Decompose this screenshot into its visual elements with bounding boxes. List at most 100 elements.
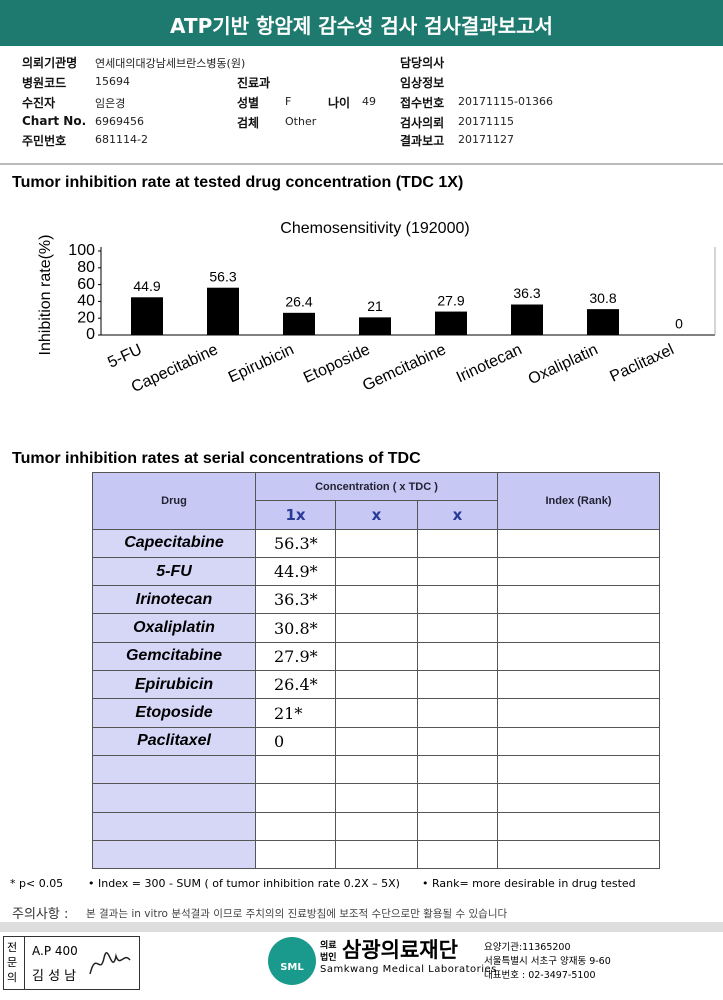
table-cell: [92, 783, 256, 813]
table-cell: [335, 783, 418, 813]
contact: 대표번호 : 02-3497-5100: [484, 970, 596, 981]
y-tick-label: 60: [77, 276, 95, 293]
header-cell: x: [417, 500, 498, 530]
table-cell: [497, 726, 660, 756]
header-cell: x: [335, 500, 418, 530]
section-title: Tumor inhibition rates at serial concent…: [12, 450, 421, 467]
table-cell: 44.9*: [255, 556, 336, 587]
y-tick-label: 80: [77, 259, 95, 276]
y-tick-label: 0: [86, 326, 95, 343]
table-cell: [497, 585, 660, 615]
chart-title: Chemosensitivity (192000): [280, 220, 469, 237]
bar: [587, 309, 619, 335]
label: 나이: [328, 96, 351, 110]
table-cell: [497, 670, 660, 700]
table-cell: 5-FU: [92, 556, 256, 587]
result-table: Drug Concentration ( x TDC ) Index (Rank…: [92, 471, 660, 870]
label: 접수번호: [400, 96, 445, 110]
signature: [89, 952, 131, 975]
table-cell: [497, 641, 660, 672]
y-tick-label: 40: [77, 293, 95, 310]
table-cell: Etoposide: [92, 698, 256, 728]
chart: Chemosensitivity (192000) Inhibition rat…: [37, 220, 716, 396]
table-cell: [335, 641, 418, 672]
value: 임은경: [95, 97, 126, 110]
note: • Index = 300 - SUM ( of tumor inhibitio…: [88, 877, 400, 890]
table-cell: [335, 670, 418, 700]
table-cell: [497, 613, 660, 643]
table-cell: Paclitaxel: [92, 726, 256, 756]
table-cell: Epirubicin: [92, 670, 256, 700]
table-cell: [255, 783, 336, 813]
header-cell: Concentration ( x TDC ): [255, 471, 498, 502]
table-cell: [497, 698, 660, 728]
table-cell: [417, 528, 498, 558]
table-row: Capecitabine 56.3*: [92, 528, 660, 558]
footer-band: [0, 922, 723, 932]
label: Chart No.: [22, 114, 87, 128]
logo: [268, 937, 316, 985]
label: 주민번호: [22, 134, 67, 148]
label: 임상정보: [400, 76, 445, 90]
label: 담당의사: [400, 56, 445, 70]
y-tick-label: 100: [68, 242, 95, 259]
table-cell: [417, 783, 498, 813]
value: F: [285, 95, 292, 108]
bar: [207, 287, 239, 335]
table-cell: Capecitabine: [92, 528, 256, 558]
value: 681114-2: [95, 133, 148, 146]
header-cell: Drug: [92, 472, 256, 530]
data-label: 44.9: [133, 278, 160, 294]
table-cell: [417, 754, 498, 785]
table-cell: [497, 556, 660, 587]
ap: A.P 400: [32, 944, 78, 958]
table-cell: [497, 839, 660, 870]
table-row: Oxaliplatin 30.8*: [92, 613, 660, 643]
table-cell: [417, 641, 498, 672]
label: 진료과: [237, 76, 271, 90]
table-cell: [335, 528, 418, 558]
data-label: 0: [675, 316, 683, 332]
header-cell: Index (Rank): [497, 472, 660, 530]
table-cell: [255, 839, 336, 870]
value: 20171115: [458, 115, 514, 128]
x-tick-label: Gemcitabine: [360, 341, 449, 394]
table-cell: [417, 839, 498, 870]
data-label: 27.9: [437, 292, 464, 308]
table-cell: [497, 783, 660, 813]
table-cell: [497, 754, 660, 785]
table-row: Paclitaxel 0: [92, 726, 660, 756]
table-cell: [497, 811, 660, 841]
note: • Rank= more desirable in drug tested: [422, 877, 636, 890]
org-prefix: 법인: [320, 953, 337, 963]
table-cell: 30.8*: [255, 613, 336, 643]
table-row: [92, 754, 660, 785]
value: 6969456: [95, 115, 144, 128]
table-cell: [92, 839, 256, 870]
org-prefix: 의료: [320, 941, 337, 951]
label: 의뢰기관명: [22, 56, 78, 70]
data-label: 36.3: [513, 285, 540, 301]
table-cell: [417, 811, 498, 841]
data-label: 21: [367, 298, 383, 314]
org-name: 삼광의료재단: [342, 938, 458, 962]
label: 성별: [237, 96, 260, 110]
table-cell: [417, 670, 498, 700]
data-label: 26.4: [285, 294, 312, 310]
table-cell: [497, 528, 660, 558]
table-cell: Gemcitabine: [92, 641, 256, 672]
value: 20171127: [458, 133, 514, 146]
table-cell: 56.3*: [255, 528, 336, 558]
table-cell: [255, 754, 336, 785]
table-cell: [335, 754, 418, 785]
table-cell: Oxaliplatin: [92, 613, 256, 643]
table-cell: 27.9*: [255, 641, 336, 672]
table-cell: 26.4*: [255, 670, 336, 700]
table-cell: [417, 698, 498, 728]
table-cell: [335, 556, 418, 587]
section-title: Tumor inhibition rate at tested drug con…: [12, 174, 464, 191]
caution-label: 주의사항 :: [12, 907, 69, 922]
table-cell: 21*: [255, 698, 336, 728]
caution: 본 결과는 in vitro 분석결과 이므로 주치의의 진료방침에 보조적 수…: [86, 908, 508, 920]
